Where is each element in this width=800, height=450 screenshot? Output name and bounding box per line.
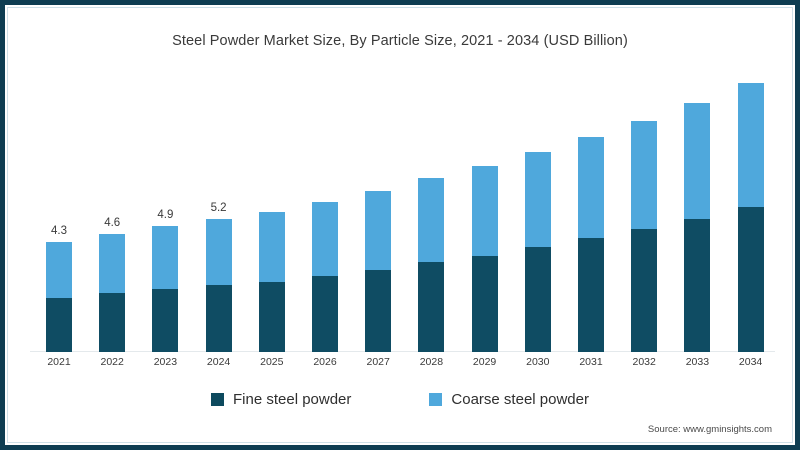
bar-group[interactable] — [365, 190, 392, 352]
bar-group[interactable] — [471, 166, 498, 352]
bar-value-label: 5.2 — [210, 201, 227, 214]
bar-group[interactable] — [631, 121, 658, 352]
legend-label-coarse: Coarse steel powder — [451, 391, 589, 408]
legend-label-fine: Fine steel powder — [233, 391, 352, 408]
legend-swatch-icon-coarse — [429, 393, 443, 406]
bar-segment-coarse[interactable] — [312, 202, 338, 277]
x-tick-label: 2024 — [206, 356, 231, 368]
bar-segment-coarse[interactable] — [418, 177, 445, 263]
x-tick-label: 2029 — [472, 356, 497, 368]
bar-segment-coarse[interactable] — [152, 226, 179, 290]
bar-group[interactable] — [737, 82, 764, 352]
bar-segment-coarse[interactable] — [631, 121, 658, 229]
bar-segment-coarse[interactable] — [365, 190, 392, 270]
frame-border-right — [795, 0, 800, 450]
x-tick-label: 2030 — [526, 356, 550, 368]
bar-group[interactable]: 5.2 — [205, 202, 232, 352]
bar-value-label: 4.3 — [51, 224, 67, 237]
bar-segment-coarse[interactable] — [471, 166, 498, 256]
frame-border-top — [0, 0, 800, 5]
bar-group[interactable]: 4.3 — [46, 225, 72, 352]
bar-segment-fine[interactable] — [99, 293, 126, 352]
frame-border-left — [0, 0, 5, 450]
bar-group[interactable]: 4.9 — [152, 209, 179, 352]
bar-group[interactable] — [418, 177, 445, 352]
frame-border-bottom — [0, 445, 800, 450]
bar-segment-coarse[interactable] — [205, 218, 232, 286]
bar-segment-fine[interactable] — [684, 218, 711, 352]
x-tick-label: 2032 — [632, 356, 656, 368]
bar-segment-fine[interactable] — [418, 262, 445, 352]
plot-area: 4.3 4.6 4.9 5.2 — [20, 70, 780, 352]
bar-segment-fine[interactable] — [578, 237, 604, 352]
bar-segment-fine[interactable] — [737, 207, 764, 352]
bar-group[interactable] — [312, 202, 338, 352]
bar-value-label: 4.6 — [104, 217, 121, 230]
bar-segment-fine[interactable] — [258, 281, 285, 352]
chart-legend: Fine steel powder Coarse steel powder — [0, 391, 800, 408]
bar-segment-fine[interactable] — [471, 255, 498, 352]
x-tick-label: 2025 — [260, 356, 284, 368]
bar-segment-coarse[interactable] — [684, 103, 711, 219]
bar-segment-fine[interactable] — [365, 269, 392, 352]
bar-segment-coarse[interactable] — [258, 212, 285, 282]
bar-segment-coarse[interactable] — [99, 234, 126, 294]
bar-segment-fine[interactable] — [46, 298, 72, 352]
bar-segment-coarse[interactable] — [578, 136, 604, 238]
bar-segment-coarse[interactable] — [524, 152, 551, 247]
x-axis-tick-labels: 2021 2022 2023 2024 2025 2026 2027 2028 2029 2030… — [20, 356, 780, 374]
bar-group[interactable] — [684, 103, 711, 352]
bar-segment-fine[interactable] — [524, 246, 551, 352]
bar-group[interactable]: 4.6 — [99, 217, 126, 352]
legend-swatch-icon-fine — [211, 393, 224, 406]
legend-item-fine-steel-powder[interactable]: Fine steel powder — [211, 391, 351, 408]
bar-segment-fine[interactable] — [205, 285, 232, 352]
bar-segment-fine[interactable] — [312, 276, 338, 352]
bar-group[interactable] — [578, 136, 604, 352]
bar-group[interactable] — [524, 152, 551, 352]
x-tick-label: 2026 — [313, 356, 337, 368]
x-tick-label: 2028 — [419, 356, 444, 368]
x-tick-label: 2033 — [685, 356, 710, 368]
chart-title: Steel Powder Market Size, By Particle Si… — [172, 33, 628, 49]
bar-segment-fine[interactable] — [631, 228, 658, 352]
bar-value-label: 4.9 — [157, 209, 174, 222]
source-note: Source: www.gminsights.com — [647, 424, 772, 435]
x-tick-label: 2027 — [366, 356, 390, 368]
x-tick-label: 2023 — [153, 356, 178, 368]
bar-group[interactable] — [258, 212, 285, 352]
x-tick-label: 2021 — [47, 356, 71, 368]
legend-item-coarse-steel-powder[interactable]: Coarse steel powder — [429, 391, 589, 408]
x-axis-line — [30, 351, 775, 352]
x-tick-label: 2031 — [579, 356, 603, 368]
bar-segment-coarse[interactable] — [737, 82, 764, 208]
x-tick-label: 2022 — [100, 356, 124, 368]
x-tick-label: 2034 — [738, 356, 763, 368]
bar-segment-coarse[interactable] — [46, 241, 72, 299]
bar-segment-fine[interactable] — [152, 289, 179, 352]
